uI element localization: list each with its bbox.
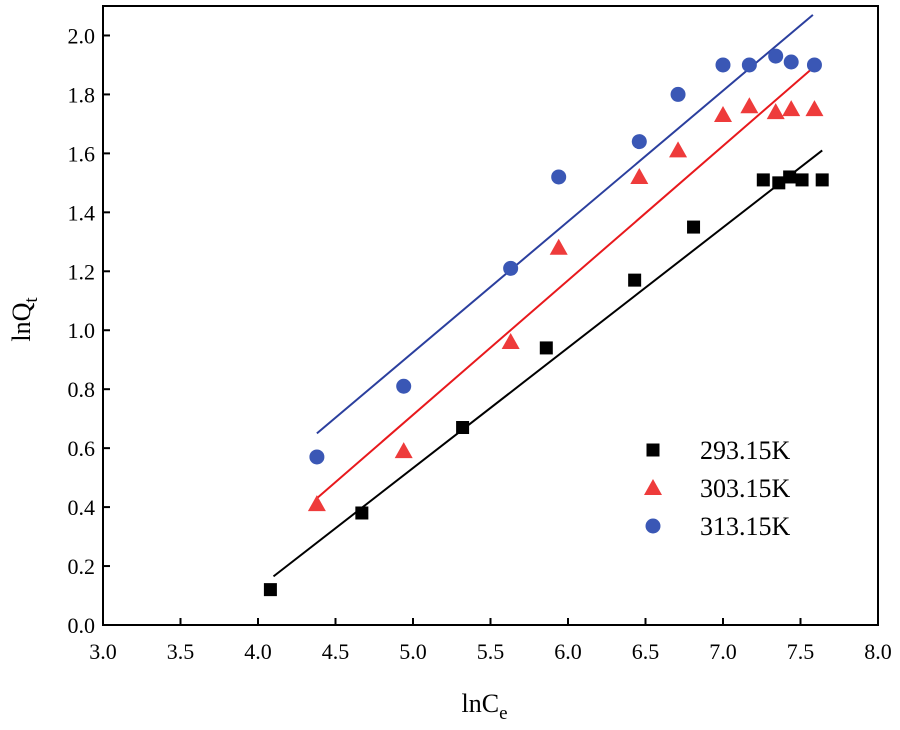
x-axis-title: lnCe [461,689,507,724]
y-tick-label: 1.4 [68,200,96,225]
svg-text:lnQt: lnQt [7,297,42,342]
legend-label-2: 303.15K [700,474,791,503]
y-axis-title: lnQt [7,297,42,342]
data-point-series-1 [756,173,770,187]
y-axis-title-main: lnQ [7,302,36,341]
data-point-series-1 [263,583,277,597]
legend: 293.15K 303.15K 313.15K [644,436,791,541]
x-tick-label: 4.0 [244,639,272,664]
data-point-series-3 [670,86,686,102]
data-point-series-3 [551,169,567,185]
data-point-series-3 [768,48,784,64]
x-tick-label: 8.0 [864,639,892,664]
data-point-series-1 [795,173,809,187]
x-axis-title-main: lnC [461,689,499,718]
data-point-series-2 [714,106,732,123]
data-point-series-2 [740,97,759,114]
fit-line-1 [272,149,823,578]
data-point-series-1 [539,341,553,355]
y-tick-label: 1.2 [68,259,96,284]
fit-line-3 [316,14,814,435]
data-points [263,48,829,597]
data-point-series-1 [783,170,797,184]
legend-marker-2 [644,479,662,495]
legend-marker-3 [645,518,661,534]
data-point-series-2 [394,442,413,459]
x-tick-label: 7.5 [787,639,815,664]
data-point-series-2 [766,103,785,120]
x-tick-label: 6.5 [632,639,660,664]
data-point-series-1 [815,173,829,187]
data-point-series-3 [396,378,412,394]
fit-lines [272,14,823,578]
data-point-series-2 [549,238,568,255]
y-tick-label: 2.0 [68,23,96,48]
data-point-series-2 [307,495,326,512]
x-tick-label: 3.0 [89,639,117,664]
x-tick-label: 5.0 [399,639,427,664]
y-tick-label: 0.6 [68,436,96,461]
y-tick-label: 0.4 [68,495,96,520]
data-point-series-3 [715,57,731,73]
data-point-series-2 [630,167,649,184]
data-point-series-2 [501,333,520,350]
legend-label-1: 293.15K [700,436,791,465]
x-tick-label: 7.0 [709,639,737,664]
data-point-series-3 [783,54,799,70]
legend-label-3: 313.15K [700,512,791,541]
data-point-series-2 [782,100,801,117]
data-point-series-2 [669,141,688,158]
y-tick-label: 0.0 [68,613,96,638]
data-point-series-1 [687,220,701,234]
data-point-series-3 [503,260,519,276]
data-point-series-3 [741,57,757,73]
y-axis-title-sub: t [21,297,42,303]
svg-text:lnCe: lnCe [461,689,507,724]
data-point-series-1 [772,176,786,190]
y-tick-label: 1.0 [68,318,96,343]
x-tick-label: 6.0 [554,639,582,664]
data-point-series-3 [806,57,822,73]
fit-line-2 [316,67,814,500]
y-tick-label: 1.8 [68,82,96,107]
x-tick-label: 3.5 [167,639,195,664]
x-tick-label: 5.5 [477,639,505,664]
data-point-series-2 [805,100,824,117]
x-axis-title-sub: e [499,703,507,724]
y-tick-label: 0.2 [68,554,96,579]
axis-ticks: 3.0 3.5 4.0 4.5 5.0 5.5 6.0 6.5 7.0 7.5 8.0 0.0 0.2 0… [68,23,892,664]
data-point-series-3 [309,449,325,465]
data-point-series-1 [628,273,642,287]
data-point-series-1 [355,506,369,520]
legend-marker-1 [646,443,660,457]
y-tick-label: 0.8 [68,377,96,402]
x-tick-label: 4.5 [322,639,350,664]
data-point-series-3 [631,134,647,150]
y-tick-label: 1.6 [68,141,96,166]
data-point-series-1 [456,421,470,435]
